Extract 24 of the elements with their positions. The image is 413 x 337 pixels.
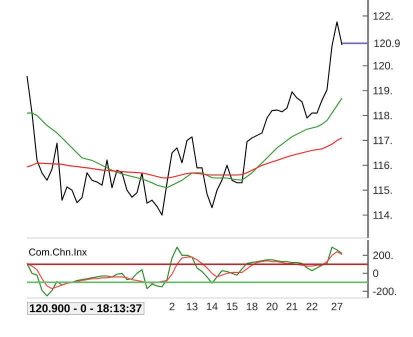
text: Com.Chn.Inx [29, 248, 87, 256]
y-tick-label: 120. [374, 62, 392, 70]
y-tick-label: 115. [374, 186, 392, 194]
y-tick-label: 118. [374, 112, 392, 120]
y-tick-label: 116. [374, 162, 392, 170]
y-tick-label: 0 [373, 270, 378, 278]
y-tick-label: 117. [374, 136, 392, 144]
x-tick-label: 2 [170, 302, 174, 310]
y-tick-label: 114. [374, 211, 392, 219]
line-series [26, 21, 343, 216]
x-tick-label: 15 [226, 302, 238, 310]
ref-line-label: 120.9 [374, 40, 400, 48]
x-tick-label: 20 [266, 302, 278, 310]
x-tick-label: 21 [286, 302, 298, 310]
x-tick-label: 13 [186, 302, 198, 310]
y-tick-label: 200. [373, 252, 392, 260]
x-tick-label: 18 [246, 302, 258, 310]
text: 120.900 - 0 - 18:13:37 [30, 304, 142, 312]
y-tick-label: -200. [373, 288, 396, 296]
x-tick-label: 22 [306, 302, 318, 310]
y-tick-label: 122. [374, 12, 392, 20]
y-tick-label: 119. [374, 86, 392, 94]
x-tick-label: 27 [332, 302, 342, 310]
x-tick-label: 14 [206, 302, 218, 310]
